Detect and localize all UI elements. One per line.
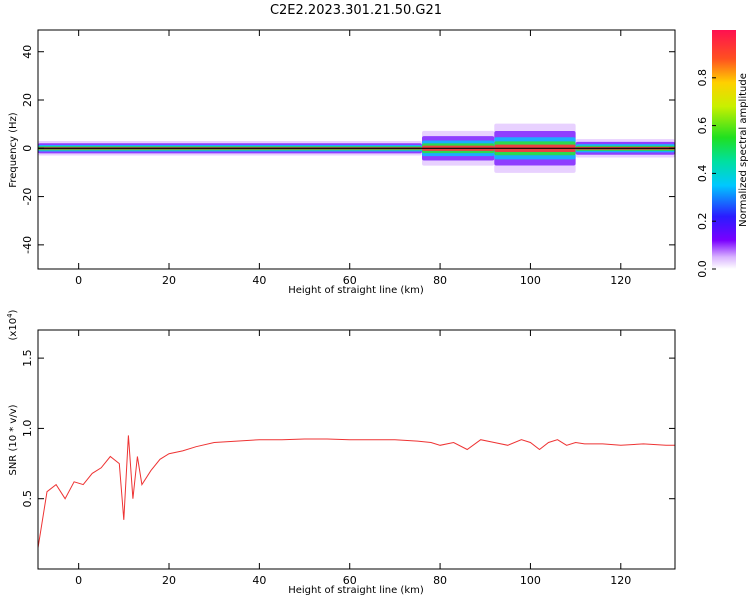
spectrogram-frame	[37, 29, 676, 270]
x-tick-label: 100	[520, 574, 541, 587]
y-tick-label: 1.0	[21, 420, 34, 438]
colorbar-tick-label: 0.4	[696, 165, 709, 183]
colorbar-tick-label: 0.8	[696, 69, 709, 87]
colorbar-ticks: 0.0 0.2 0.4 0.6 0.8	[696, 69, 716, 278]
y-tick-label: 0	[21, 145, 34, 152]
spectrogram-x-label: Height of straight line (km)	[288, 285, 424, 296]
y-tick-label: -40	[21, 236, 34, 254]
x-tick-label: 40	[252, 274, 266, 287]
x-tick-label: 20	[162, 574, 176, 587]
spectrogram-y-label: Frequency (Hz)	[8, 112, 19, 188]
x-tick-label: 100	[520, 274, 541, 287]
figure-title: C2E2.2023.301.21.50.G21	[270, 3, 442, 18]
x-tick-label: 60	[343, 274, 357, 287]
snr-panel: 0 20 40 60 80 100 120 0.5 1.0 1.5 Height of stra…	[6, 309, 676, 596]
colorbar-gradient	[712, 30, 736, 269]
colorbar-tick-label: 0.6	[696, 117, 709, 135]
x-tick-label: 80	[433, 574, 447, 587]
x-tick-label: 40	[252, 574, 266, 587]
spectrogram-x-ticks: 0 20 40 60 80 100 120	[75, 30, 631, 287]
x-tick-label: 80	[433, 274, 447, 287]
colorbar-tick-label: 0.2	[696, 212, 709, 230]
colorbar-label: Normalized spectral amplitude	[738, 73, 749, 227]
y-tick-label: 40	[21, 45, 34, 59]
y-tick-label: 20	[21, 93, 34, 107]
x-tick-label: 120	[610, 574, 631, 587]
y-tick-label: 1.5	[21, 349, 34, 367]
snr-y-label: SNR (10 * v/v)	[8, 404, 19, 475]
y-tick-label: -20	[21, 188, 34, 206]
snr-y-ticks: 0.5 1.0 1.5	[21, 349, 675, 507]
snr-series-line	[38, 435, 675, 548]
snr-y-scale: (x104)	[6, 309, 19, 340]
colorbar-tick-label: 0.0	[696, 260, 709, 278]
snr-frame	[37, 329, 676, 570]
x-tick-label: 0	[75, 274, 82, 287]
x-tick-label: 0	[75, 574, 82, 587]
snr-x-ticks: 0 20 40 60 80 100 120	[75, 330, 631, 587]
spectrogram-y-ticks: -40 -20 0 20 40	[21, 45, 675, 254]
snr-x-label: Height of straight line (km)	[288, 585, 424, 596]
spectrogram-panel: 0 20 40 60 80 100 120 -40 -20 0 20 40 Height of st…	[8, 29, 676, 296]
y-tick-label: 0.5	[21, 490, 34, 508]
x-tick-label: 120	[610, 274, 631, 287]
x-tick-label: 20	[162, 274, 176, 287]
x-tick-label: 60	[343, 574, 357, 587]
colorbar: 0.0 0.2 0.4 0.6 0.8 Normalized spectral ampl…	[696, 30, 749, 278]
